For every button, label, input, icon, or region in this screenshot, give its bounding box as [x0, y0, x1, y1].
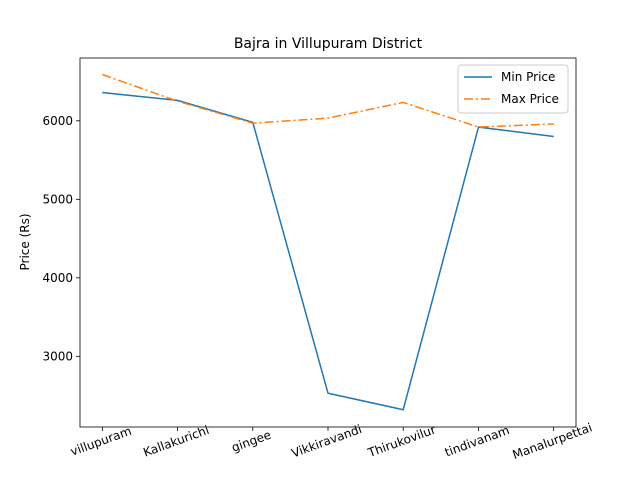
y-tick-label: 4000: [42, 271, 73, 285]
x-tick-label: Thirukovilur: [365, 423, 437, 461]
y-tick-label: 5000: [42, 192, 73, 206]
chart-title: Bajra in Villupuram District: [234, 36, 423, 52]
legend-label: Max Price: [501, 92, 559, 106]
y-axis-label: Price (Rs): [18, 213, 32, 270]
series-lines: [102, 73, 554, 411]
x-tick-label: Vikkiravandi: [290, 422, 364, 460]
series-line-2: [102, 73, 554, 128]
legend-label: Min Price: [501, 70, 555, 84]
y-tick-label: 6000: [42, 114, 73, 128]
x-tick-label: villupuram: [69, 424, 134, 459]
y-axis: 3000 4000 5000 6000: [42, 114, 80, 363]
legend: Min Price Max Price: [457, 64, 569, 114]
x-tick-label: Kallakurichi: [141, 423, 211, 460]
y-tick-label: 3000: [42, 349, 73, 363]
x-tick-label: tindivanam: [443, 423, 511, 459]
x-tick-label: gingee: [230, 428, 273, 455]
series-line-1: [102, 91, 554, 411]
